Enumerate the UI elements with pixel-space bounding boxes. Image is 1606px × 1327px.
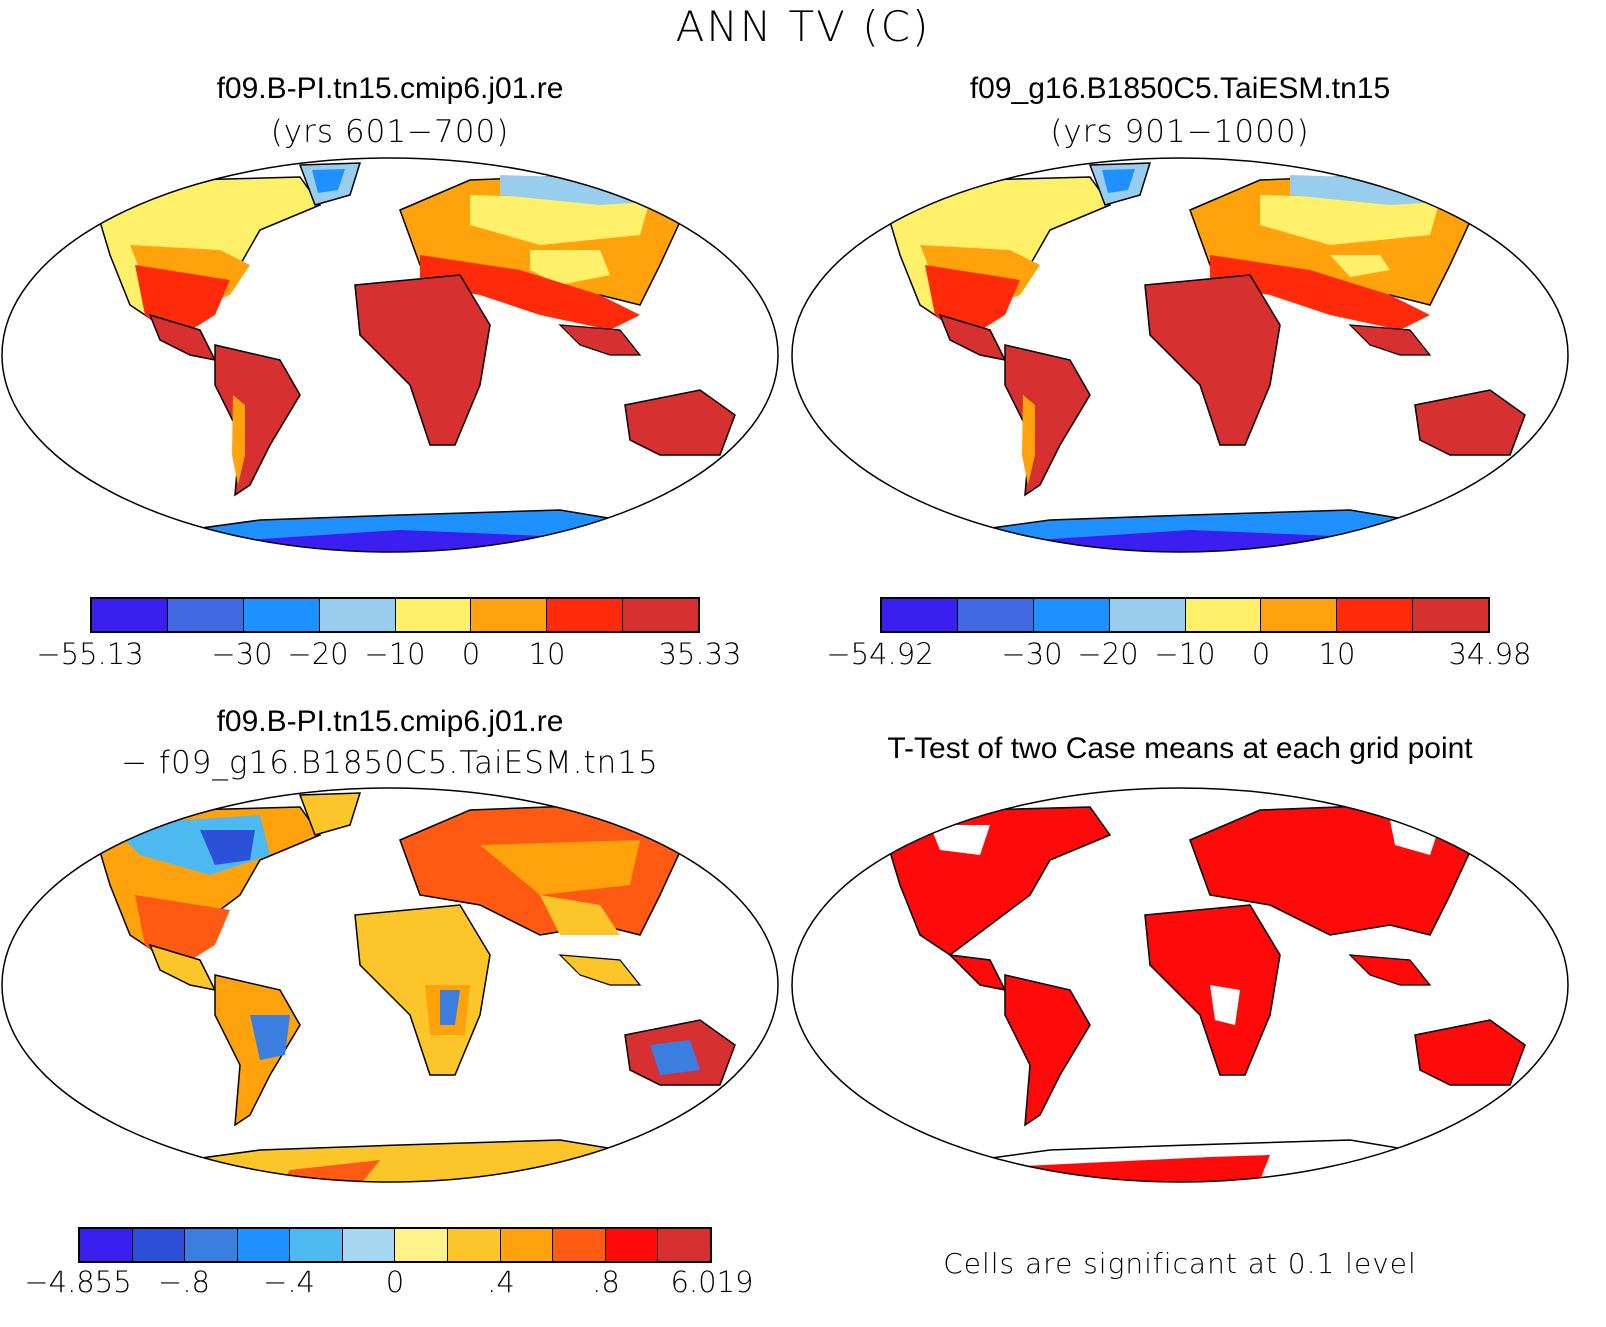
colorbar-tick: .4 xyxy=(487,1265,515,1299)
colorbar-tick: 10 xyxy=(1318,637,1356,671)
colorbar-swatch xyxy=(547,599,624,631)
map-panel-4-content xyxy=(791,787,1569,1183)
colorbar-swatch xyxy=(237,1229,291,1261)
panel-2-subtitle: (yrs 901−1000) xyxy=(1050,114,1310,150)
colorbar-swatch xyxy=(92,599,168,631)
colorbar-tick: .8 xyxy=(592,1265,620,1299)
colorbar-swatch xyxy=(167,599,244,631)
panel-3-subtitle: − f09_g16.B1850C5.TaiESM.tn15 xyxy=(121,745,659,781)
colorbar-swatch xyxy=(623,599,698,631)
colorbar-tick: 34.98 xyxy=(1448,637,1532,671)
panel-3-map xyxy=(1,787,779,1183)
panel-1-map xyxy=(1,157,779,553)
panel-4-map xyxy=(791,787,1569,1183)
panel-2-colorbar xyxy=(880,597,1490,633)
panel-2-map xyxy=(791,157,1569,553)
colorbar-tick: 0 xyxy=(385,1265,405,1299)
colorbar-swatch xyxy=(395,1229,449,1261)
panel-1-colorbar xyxy=(90,597,700,633)
colorbar-swatch xyxy=(658,1229,710,1261)
colorbar-tick: 0 xyxy=(1251,637,1271,671)
colorbar-swatch xyxy=(553,1229,606,1261)
colorbar-swatch xyxy=(243,599,320,631)
colorbar-tick: −55.13 xyxy=(36,637,144,671)
colorbar-tick: −10 xyxy=(1154,637,1216,671)
panel-1-subtitle: (yrs 601−700) xyxy=(270,114,510,150)
panel-3-title: f09.B-PI.tn15.cmip6.j01.re xyxy=(216,705,564,738)
colorbar-swatch xyxy=(605,1229,659,1261)
colorbar-swatch xyxy=(1261,599,1338,631)
colorbar-swatch xyxy=(1033,599,1110,631)
colorbar-tick: 0 xyxy=(461,637,481,671)
colorbar-tick: 35.33 xyxy=(658,637,742,671)
significance-note: Cells are significant at 0.1 level xyxy=(943,1247,1417,1280)
colorbar-tick: −54.92 xyxy=(826,637,934,671)
colorbar-tick: −.8 xyxy=(158,1265,210,1299)
panel-3-colorbar xyxy=(78,1227,712,1263)
colorbar-swatch xyxy=(290,1229,343,1261)
colorbar-swatch xyxy=(132,1229,186,1261)
colorbar-swatch xyxy=(185,1229,238,1261)
colorbar-tick: −30 xyxy=(211,637,273,671)
colorbar-tick: −10 xyxy=(364,637,426,671)
colorbar-swatch xyxy=(80,1229,133,1261)
colorbar-swatch xyxy=(395,599,472,631)
colorbar-swatch xyxy=(1413,599,1488,631)
colorbar-swatch xyxy=(448,1229,501,1261)
colorbar-tick: −30 xyxy=(1001,637,1063,671)
colorbar-tick: 10 xyxy=(528,637,566,671)
colorbar-swatch xyxy=(957,599,1034,631)
colorbar-tick: −20 xyxy=(1077,637,1139,671)
figure-title: ANN TV (C) xyxy=(675,2,931,51)
colorbar-tick: −4.855 xyxy=(24,1265,132,1299)
colorbar-swatch xyxy=(1109,599,1186,631)
colorbar-tick: 6.019 xyxy=(670,1265,754,1299)
colorbar-swatch xyxy=(1337,599,1414,631)
panel-2-title: f09_g16.B1850C5.TaiESM.tn15 xyxy=(969,72,1391,105)
map-panel-2-content xyxy=(791,157,1569,553)
colorbar-swatch xyxy=(471,599,548,631)
colorbar-tick: −20 xyxy=(287,637,349,671)
colorbar-swatch xyxy=(500,1229,554,1261)
map-panel-3-content xyxy=(1,787,779,1183)
colorbar-swatch xyxy=(882,599,958,631)
map-panel-1-content xyxy=(1,157,779,553)
panel-4-title: T-Test of two Case means at each grid po… xyxy=(887,732,1473,765)
colorbar-swatch xyxy=(342,1229,396,1261)
colorbar-swatch xyxy=(319,599,396,631)
panel-1-title: f09.B-PI.tn15.cmip6.j01.re xyxy=(216,72,564,105)
colorbar-tick: −.4 xyxy=(263,1265,315,1299)
colorbar-swatch xyxy=(1185,599,1262,631)
